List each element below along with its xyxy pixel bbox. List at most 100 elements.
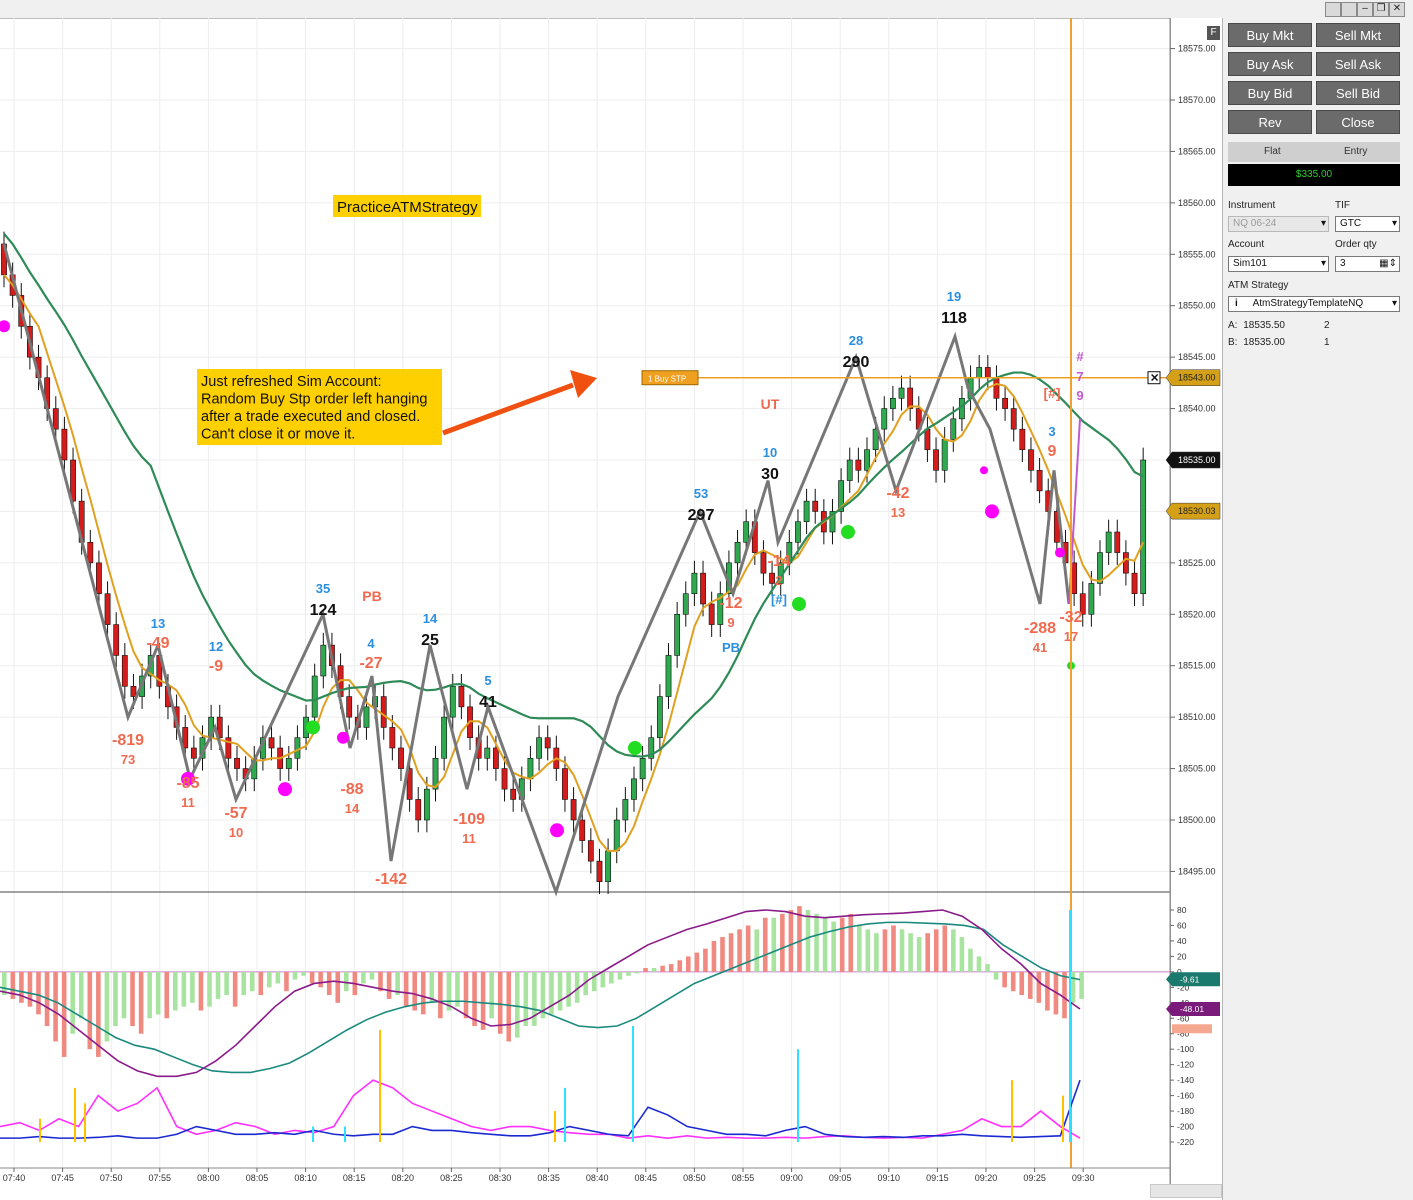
sell-bid-button[interactable]: Sell Bid — [1316, 81, 1400, 105]
osc-histogram-bar — [258, 971, 264, 996]
osc-histogram-bar — [284, 971, 289, 992]
ask-label: A: — [1228, 320, 1238, 331]
instrument-select: NQ 06-24 ▾ — [1228, 216, 1329, 232]
osc-histogram-bar — [797, 906, 802, 972]
osc-histogram-bar — [420, 971, 426, 1015]
candle-body — [889, 397, 896, 409]
candle-body — [225, 737, 232, 759]
zigzag-value-label: 290 — [843, 354, 870, 371]
order-qty-stepper[interactable]: 3 ▦⇕ — [1335, 256, 1400, 272]
candle-body — [691, 572, 698, 595]
price-tag-label: 18530.03 — [1178, 506, 1216, 516]
zigzag-label: 39 — [1048, 424, 1057, 460]
fast-ma-line — [3, 274, 1145, 852]
price-tick-label: 18515.00 — [1178, 661, 1216, 671]
chevron-down-icon: ▾ — [1320, 258, 1326, 269]
osc-histogram-bar — [968, 948, 973, 972]
osc-tick-label: 0 — [1177, 967, 1182, 977]
time-tick-label: 08:15 — [343, 1173, 366, 1183]
candle-body — [760, 552, 767, 574]
osc-histogram-bar — [916, 937, 922, 972]
candle-body — [458, 685, 465, 708]
osc-histogram-bar — [241, 971, 246, 996]
osc-histogram-bar — [164, 971, 170, 1019]
osc-slow-line — [0, 921, 1081, 1074]
sell-mkt-button[interactable]: Sell Mkt — [1316, 23, 1400, 47]
annotation-line: after a trade executed and closed. — [201, 409, 420, 425]
zigzag-top-label: 3 — [1048, 424, 1055, 439]
window-titlebar: – ❐ ✕ — [0, 0, 1413, 19]
strip2-icon[interactable] — [1341, 2, 1357, 17]
close-button[interactable]: Close — [1316, 110, 1400, 134]
osc-histogram-bar — [993, 971, 999, 980]
signal-dot — [337, 731, 349, 744]
zigzag-value-label: -49 — [146, 635, 169, 652]
chart-canvas[interactable]: 1 Buy STP ✕ PracticeATMStrategy Just refre… — [0, 18, 1222, 1200]
time-tick-label: 07:55 — [149, 1173, 172, 1183]
zigzag-top-label: [#] — [1043, 385, 1060, 401]
buy-mkt-button[interactable]: Buy Mkt — [1228, 23, 1312, 47]
zigzag-top-label: 12 — [209, 639, 223, 654]
annotation-line: Just refreshed Sim Account: — [201, 374, 382, 390]
minimize-icon[interactable]: – — [1357, 2, 1373, 17]
candle-body — [1123, 552, 1129, 574]
osc-histogram-bar — [557, 971, 563, 1011]
osc-histogram-bar — [1079, 971, 1084, 999]
osc-histogram-bar — [925, 933, 930, 972]
f-box[interactable]: F — [1207, 26, 1220, 40]
tif-select[interactable]: GTC ▾ — [1335, 216, 1400, 232]
candle-body — [423, 788, 430, 821]
atm-strategy-label: ATM Strategy — [1228, 280, 1289, 291]
slow-ma-line — [3, 233, 1144, 758]
rev-button[interactable]: Rev — [1228, 110, 1312, 134]
buy-ask-button[interactable]: Buy Ask — [1228, 52, 1312, 76]
osc-histogram-bar — [104, 971, 110, 1042]
osc-histogram-bar — [318, 971, 323, 988]
candle-body — [717, 593, 724, 625]
zigzag-top-label: [#] — [771, 592, 787, 607]
candle-body — [363, 706, 370, 728]
price-tick-label: 18565.00 — [1178, 146, 1216, 156]
osc-blue-line — [0, 1079, 1081, 1139]
osc-histogram-bar — [882, 929, 888, 972]
signal-dot — [792, 597, 806, 611]
time-tick-label: 08:35 — [537, 1173, 560, 1183]
close-order-icon[interactable] — [1147, 371, 1161, 385]
candle-body — [311, 675, 318, 718]
price-tick-label: 18550.00 — [1178, 301, 1216, 311]
atm-strategy-select[interactable]: i AtmStrategyTemplateNQ ▾ — [1228, 296, 1400, 312]
candle-body — [898, 387, 905, 399]
sell-ask-button[interactable]: Sell Ask — [1316, 52, 1400, 76]
time-tick-label: 09:20 — [975, 1173, 998, 1183]
price-tag — [1165, 451, 1221, 469]
osc-histogram-bar — [788, 910, 794, 972]
osc-histogram-bar — [574, 971, 580, 1003]
restore-icon[interactable]: ❐ — [1373, 2, 1389, 17]
account-select[interactable]: Sim101 ▾ — [1228, 256, 1329, 272]
candle-body — [674, 613, 681, 656]
candle-body — [864, 449, 870, 471]
buy-stop-order-tag[interactable] — [641, 370, 699, 386]
horizontal-scrollbar[interactable] — [1150, 1184, 1222, 1198]
candle-body — [190, 747, 197, 759]
time-tick-label: 08:05 — [246, 1173, 269, 1183]
buy-bid-button[interactable]: Buy Bid — [1228, 81, 1312, 105]
annotation-line: Can't close it or move it. — [201, 427, 355, 443]
close-icon[interactable]: ✕ — [1389, 2, 1405, 17]
time-tick-label: 09:25 — [1023, 1173, 1046, 1183]
candle-body — [406, 768, 413, 800]
calculator-stepper-icon[interactable]: ▦⇕ — [1379, 258, 1397, 269]
price-tick-label: 18495.00 — [1178, 866, 1216, 876]
candle-body — [527, 757, 534, 780]
osc-histogram-bar — [429, 971, 435, 1003]
zigzag-value-label: -12 — [719, 595, 742, 612]
candle-body — [993, 377, 1000, 399]
info-icon[interactable]: i — [1235, 298, 1238, 309]
candle-body — [933, 449, 939, 471]
chart-overlays: 1 Buy STP ✕ — [0, 18, 1168, 1168]
zigzag-value-label: -57 — [224, 805, 247, 822]
strip-icon[interactable] — [1325, 2, 1341, 17]
